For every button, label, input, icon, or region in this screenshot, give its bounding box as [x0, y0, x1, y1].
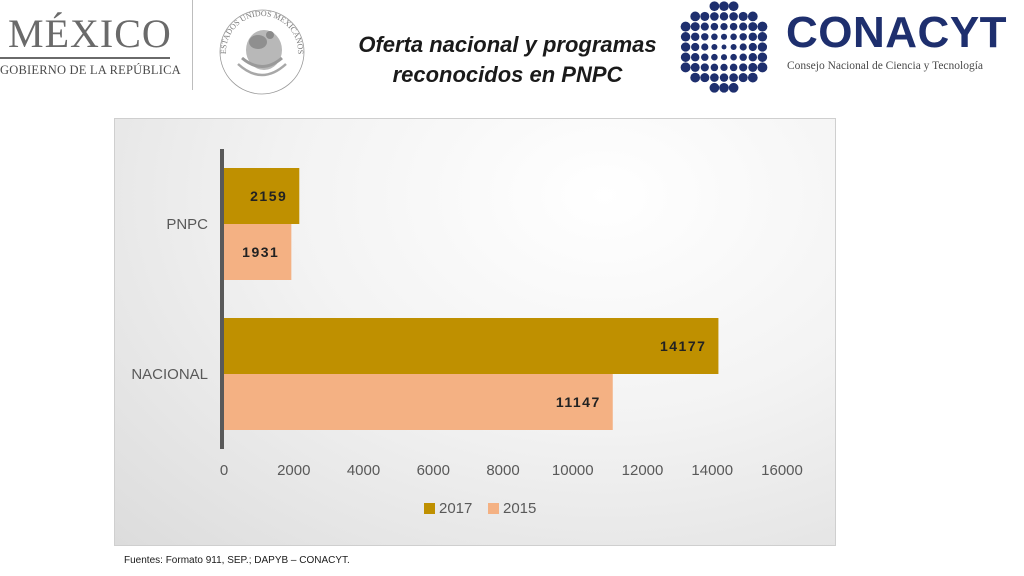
bar-2017-pnpc [224, 168, 300, 224]
mexico-subtitle: GOBIERNO DE LA REPÚBLICA [0, 63, 181, 77]
conacyt-subtitle: Consejo Nacional de Ciencia y Tecnología [787, 60, 984, 72]
legend-label-2017: 2017 [439, 500, 472, 517]
header-divider [192, 0, 193, 90]
bar-2015-pnpc [224, 224, 292, 280]
mexico-rule [0, 57, 170, 59]
mexico-logo: MÉXICO GOBIERNO DE LA REPÚBLICA [0, 0, 200, 100]
x-tick-label: 2000 [277, 462, 310, 479]
x-tick-label: 8000 [486, 462, 519, 479]
slide-title: Oferta nacional y programas reconocidos … [330, 30, 685, 90]
legend-label-2015: 2015 [503, 500, 536, 517]
chart-area: 2159 1931 PNPC 14177 11147 NACIONAL 0 2000 4000 6… [114, 118, 836, 546]
x-tick-label: 16000 [761, 462, 803, 479]
x-tick-label: 4000 [347, 462, 380, 479]
x-tick-label: 10000 [552, 462, 594, 479]
conacyt-logo-mark-icon [680, 1, 768, 93]
data-label-2017-nacional: 14177 [660, 338, 706, 354]
category-label-pnpc: PNPC [166, 216, 208, 233]
x-tick-label: 6000 [417, 462, 450, 479]
mexico-wordmark: MÉXICO [8, 11, 172, 56]
legend-swatch-2017 [424, 503, 435, 514]
legend-swatch-2015 [488, 503, 499, 514]
data-label-2015-pnpc: 1931 [242, 244, 279, 260]
slide-title-line2: reconocidos en PNPC [392, 62, 623, 87]
national-seal-icon: ESTADOS UNIDOS MEXICANOS [219, 9, 305, 95]
category-label-nacional: NACIONAL [131, 366, 208, 383]
bar-chart: 2159 1931 PNPC 14177 11147 NACIONAL 0 2000 4000 6… [131, 149, 803, 517]
bar-2015-nacional [224, 374, 613, 430]
data-label-2017-pnpc: 2159 [250, 188, 287, 204]
x-tick-label: 0 [220, 462, 228, 479]
x-tick-label: 12000 [622, 462, 664, 479]
conacyt-wordmark: CONACYT [786, 8, 1008, 57]
source-note: Fuentes: Formato 911, SEP.; DAPYB – CONA… [124, 555, 350, 566]
data-label-2015-nacional: 11147 [556, 394, 601, 410]
x-tick-label: 14000 [691, 462, 733, 479]
slide-title-line1: Oferta nacional y programas [358, 32, 657, 57]
bar-2017-nacional [224, 318, 719, 374]
